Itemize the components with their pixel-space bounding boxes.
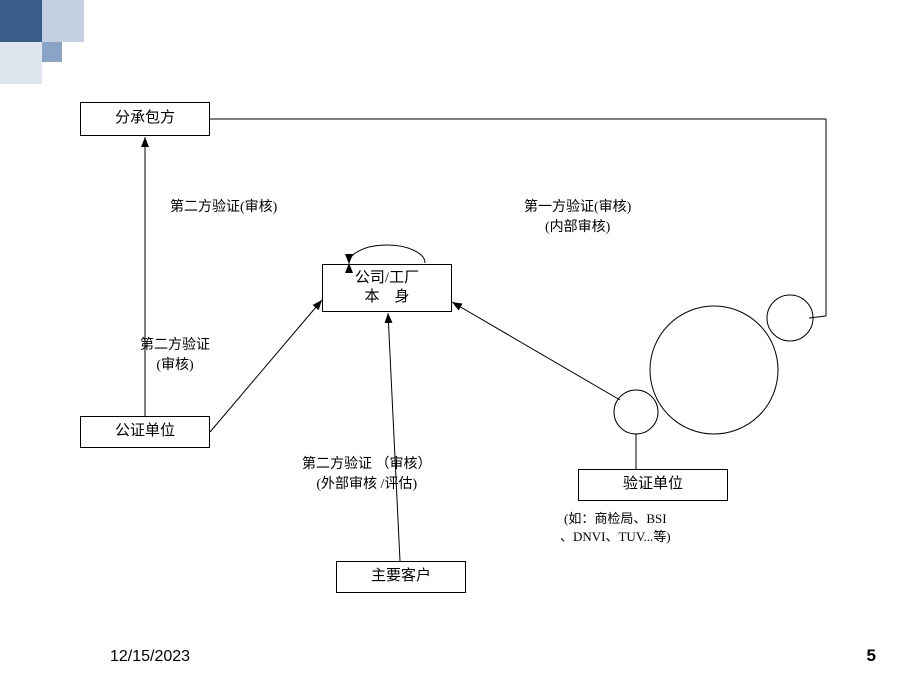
node-notary-unit: 公证单位 — [80, 416, 210, 448]
slide-canvas: 分承包方 公司/工厂 本 身 公证单位 主要客户 验证单位 第二方验证(审核) … — [0, 0, 920, 690]
footer-page-number: 5 — [867, 646, 876, 666]
node-notary-label: 公证单位 — [115, 422, 175, 442]
deco-sq-3 — [42, 42, 62, 62]
node-verification-unit: 验证单位 — [578, 469, 728, 501]
footer-date: 12/15/2023 — [110, 648, 190, 666]
label-verify-examples: (如：商检局、BSI 、DNVI、TUV...等) — [560, 510, 671, 546]
deco-sq-2 — [0, 42, 42, 84]
node-verify-label: 验证单位 — [623, 475, 683, 495]
edge-label-second-party-2: 第二方验证 (审核) — [140, 336, 210, 375]
deco-sq-0 — [0, 0, 42, 42]
node-company-line2: 本 身 — [364, 288, 409, 308]
node-company-line1: 公司/工厂 — [355, 269, 419, 289]
edge-label-customer: 第二方验证 （审核） (外部审核 /评估) — [302, 455, 432, 494]
node-subcontractor-label: 分承包方 — [115, 109, 175, 129]
node-main-customer: 主要客户 — [336, 561, 466, 593]
edge-label-first-party: 第一方验证(审核) (内部审核) — [524, 198, 631, 237]
edge-label-second-party-1: 第二方验证(审核) — [170, 198, 277, 218]
node-customer-label: 主要客户 — [371, 567, 431, 587]
node-company-self: 公司/工厂 本 身 — [322, 264, 452, 312]
node-subcontractor: 分承包方 — [80, 102, 210, 136]
deco-sq-1 — [42, 0, 84, 42]
